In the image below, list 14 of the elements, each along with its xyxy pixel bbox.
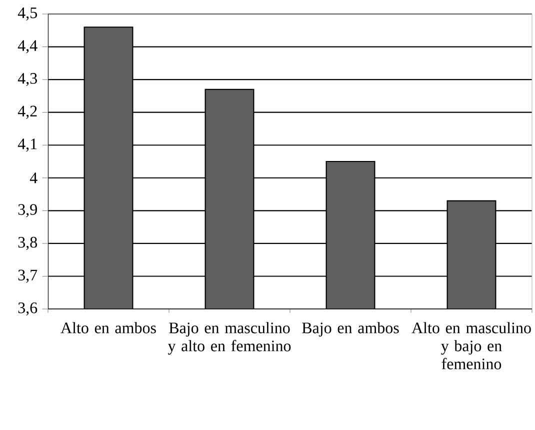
x-tick-label: Alto en masculino y bajo en femenino — [412, 322, 531, 370]
x-tick-label: Bajo en masculino y alto en femenino — [168, 322, 291, 355]
x-tick-label: Bajo en ambos — [302, 322, 399, 337]
y-tick-label: 4,3 — [18, 73, 37, 86]
y-tick-label: 3,8 — [18, 236, 37, 250]
y-tick-label: 4,4 — [18, 40, 38, 54]
y-tick-label: 4,2 — [18, 106, 37, 119]
y-tick-label: 4 — [30, 172, 38, 184]
y-tick-label: 3,7 — [18, 270, 38, 283]
y-tick-label: 3,6 — [18, 302, 38, 316]
x-tick-label: Alto en ambos — [60, 322, 156, 334]
y-tick-label: 3,9 — [18, 204, 37, 218]
y-tick-label: 4,1 — [18, 138, 37, 152]
y-tick-label: 4,5 — [18, 8, 37, 21]
